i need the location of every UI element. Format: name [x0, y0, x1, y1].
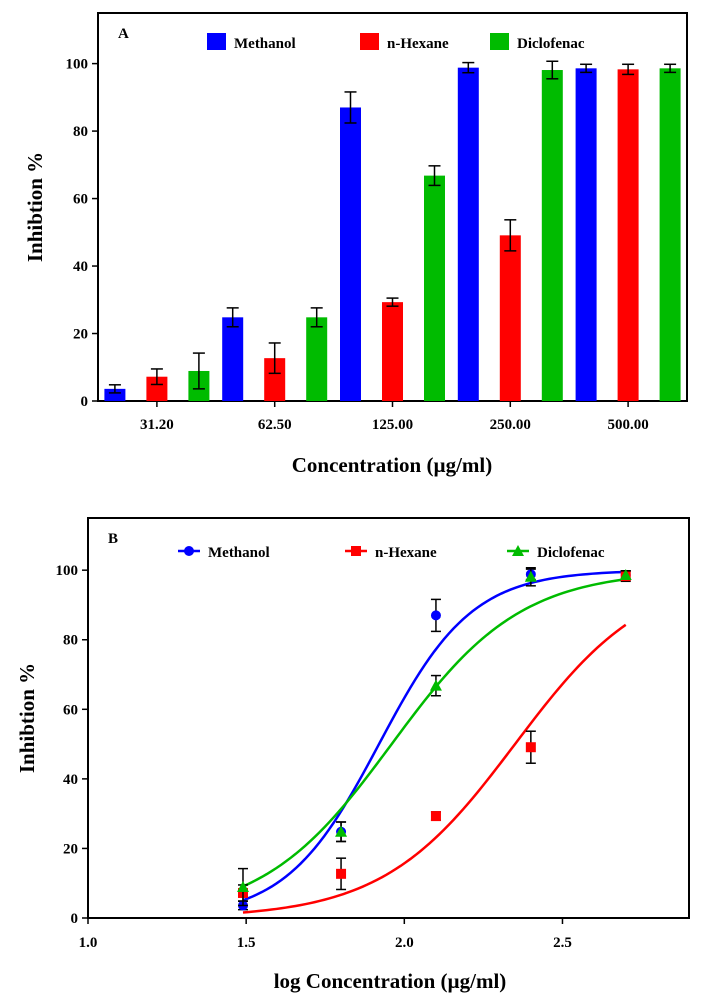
- panel-a-y-tick-label: 80: [73, 124, 88, 140]
- point-nhexane-2: [430, 811, 441, 822]
- bar-nhexane-1: [264, 358, 286, 401]
- panel-b-legend-marker-1: [351, 546, 361, 556]
- panel-b-plot-frame: [87, 517, 690, 919]
- point-nhexane-3: [525, 742, 536, 753]
- panel-a-x-tick-label: 125.00: [372, 417, 413, 433]
- bar-diclofenac-2: [424, 175, 445, 401]
- bar-nhexane-3: [499, 235, 521, 401]
- panel-a-x-tick-label: 31.20: [140, 417, 174, 433]
- bar-methanol-0: [104, 388, 126, 401]
- panel-b-y-axis-title: Inhibtion %: [15, 663, 39, 773]
- point-diclofenac-3: [524, 570, 537, 582]
- bar-methanol-2: [340, 107, 361, 401]
- panel-b-letter: B: [108, 531, 118, 547]
- bar-nhexane-4: [617, 69, 639, 401]
- panel-b-x-tick-label: 2.0: [395, 935, 414, 951]
- panel-a-x-tick-label: 500.00: [607, 417, 648, 433]
- bar-diclofenac-3: [541, 70, 563, 401]
- panel-a-y-tick-label: 60: [73, 192, 88, 208]
- panel-b-y-tick-label: 40: [63, 772, 78, 788]
- bar-diclofenac-1: [306, 317, 328, 401]
- panel-a-legend-label-0: Methanol: [234, 36, 296, 52]
- panel-b-x-tick-label: 1.0: [79, 935, 98, 951]
- panel-b-x-tick-label: 1.5: [237, 935, 256, 951]
- panel-a-legend-swatch-0: [207, 33, 226, 50]
- panel-b-legend-marker-0: [184, 546, 194, 556]
- panel-a-letter: A: [118, 26, 129, 42]
- panel-b-y-tick-label: 100: [56, 563, 79, 579]
- panel-a-legend-swatch-2: [490, 33, 509, 50]
- point-nhexane-1: [336, 868, 347, 879]
- panel-b-y-tick-label: 20: [63, 841, 78, 857]
- panel-a-x-tick-label: 250.00: [490, 417, 531, 433]
- panel-a-x-axis-title: Concentration (µg/ml): [292, 453, 492, 477]
- panel-b-y-tick-label: 0: [71, 911, 79, 927]
- point-diclofenac-2: [429, 679, 442, 691]
- panel-a-y-tick-label: 40: [73, 259, 88, 275]
- bar-methanol-3: [457, 67, 479, 401]
- panel-b-legend-label-1: n-Hexane: [375, 545, 437, 561]
- point-diclofenac-4: [619, 569, 632, 581]
- bar-diclofenac-4: [659, 68, 681, 401]
- bar-nhexane-2: [382, 302, 403, 401]
- panel-a-y-axis-title: Inhibtion %: [23, 152, 47, 262]
- panel-a-legend-label-2: Diclofenac: [517, 36, 585, 52]
- panel-a-x-tick-label: 62.50: [258, 417, 292, 433]
- panel-b-legend-label-0: Methanol: [208, 545, 270, 561]
- panel-b-dose-response-chart: B Inhibtion % log Concentration (µg/ml) …: [15, 517, 690, 993]
- bar-nhexane-0: [146, 376, 168, 401]
- panel-b-legend-marker-2: [512, 545, 524, 556]
- panel-a-y-tick-label: 0: [81, 394, 89, 410]
- fit-curve-methanol: [242, 570, 626, 902]
- point-methanol-2: [430, 610, 441, 621]
- panel-a-legend-swatch-1: [360, 33, 379, 50]
- panel-b-x-tick-label: 2.5: [553, 935, 572, 951]
- point-diclofenac-1: [335, 825, 348, 837]
- panel-a-bar-chart: A Inhibtion % Concentration (µg/ml) 0 20 4…: [23, 12, 688, 477]
- panel-b-legend-label-2: Diclofenac: [537, 545, 605, 561]
- panel-b-y-tick-label: 80: [63, 633, 78, 649]
- bar-methanol-1: [222, 317, 244, 401]
- point-diclofenac-0: [236, 881, 249, 893]
- panel-a-y-tick-label: 20: [73, 327, 88, 343]
- panel-b-y-tick-label: 60: [63, 702, 78, 718]
- fit-curve-nhexane: [242, 623, 627, 914]
- panel-a-y-tick-label: 100: [66, 57, 89, 73]
- panel-b-x-axis-title: log Concentration (µg/ml): [274, 969, 507, 993]
- panel-a-legend-label-1: n-Hexane: [387, 36, 449, 52]
- bar-methanol-4: [575, 68, 597, 401]
